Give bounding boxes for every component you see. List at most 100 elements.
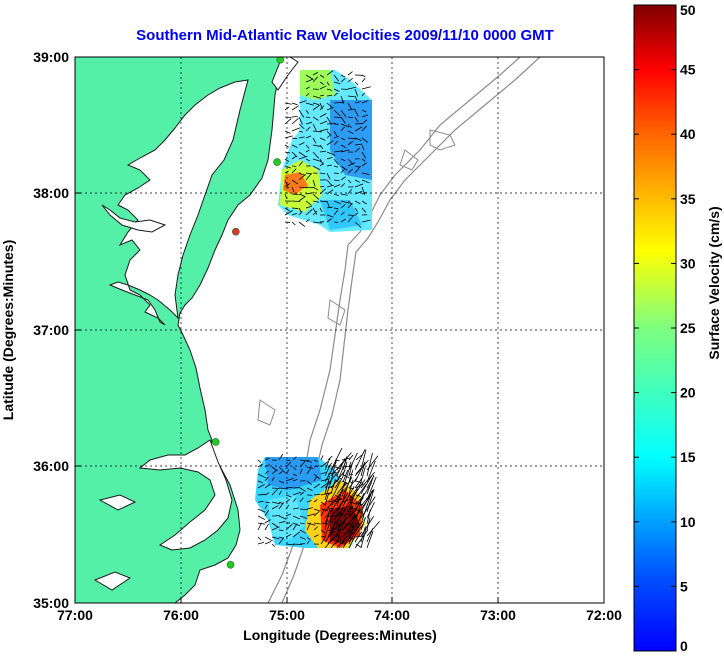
velocity-vector <box>354 462 366 483</box>
velocity-vector <box>361 151 367 159</box>
velocity-vector <box>264 519 271 524</box>
velocity-vector <box>292 543 302 546</box>
velocity-vector <box>320 529 326 534</box>
velocity-vector <box>284 170 289 174</box>
velocity-vector <box>313 534 319 538</box>
velocity-vector <box>319 81 325 86</box>
velocity-vector <box>324 480 332 501</box>
velocity-vector <box>354 109 359 117</box>
bathymetry-contour <box>257 399 276 426</box>
velocity-vector <box>355 483 364 489</box>
velocity-vector <box>271 543 276 548</box>
velocity-vector <box>271 536 280 540</box>
velocity-vector <box>347 77 353 83</box>
velocity-vector <box>319 172 326 175</box>
velocity-vector <box>340 183 346 188</box>
velocity-vector <box>354 523 364 537</box>
velocity-vector <box>291 212 298 216</box>
bathymetry-contour <box>399 149 419 171</box>
velocity-vector <box>278 520 286 524</box>
velocity-vector <box>354 165 361 168</box>
velocity-vector <box>347 116 354 119</box>
velocity-vector <box>333 207 339 210</box>
velocity-vector <box>284 210 293 216</box>
velocity-vector <box>348 501 358 505</box>
velocity-vector <box>299 522 305 525</box>
velocity-vector <box>326 189 334 195</box>
velocity-vector <box>313 526 319 531</box>
colorbar-gradient <box>633 4 677 652</box>
velocity-vector <box>330 488 345 507</box>
velocity-vector <box>366 452 373 477</box>
velocity-vector <box>257 515 266 520</box>
velocity-vector <box>319 185 325 188</box>
velocity-vector <box>340 165 348 171</box>
velocity-vector <box>361 119 368 125</box>
velocity-vector <box>298 109 305 118</box>
velocity-vector <box>284 158 290 162</box>
velocity-vector <box>334 538 342 545</box>
velocity-vector <box>271 476 275 482</box>
velocity-vector <box>312 207 318 215</box>
velocity-vector <box>360 503 368 525</box>
velocity-vector <box>319 150 327 153</box>
tick-marks <box>74 56 605 604</box>
velocity-vectors <box>257 70 380 549</box>
velocity-vector <box>298 193 306 197</box>
velocity-vector <box>298 173 307 181</box>
velocity-vector <box>355 467 362 475</box>
velocity-vector <box>333 81 341 85</box>
velocity-vector <box>333 88 340 92</box>
velocity-vector <box>298 123 305 130</box>
velocity-vector <box>313 511 320 517</box>
velocity-vector <box>305 172 313 175</box>
velocity-vector <box>298 186 308 189</box>
velocity-vector <box>319 144 324 150</box>
velocity-vector <box>324 457 331 471</box>
velocity-vector <box>305 186 314 189</box>
velocity-vector <box>366 488 375 513</box>
y-axis-label: Latitude (Degrees:Minutes) <box>0 240 16 420</box>
velocity-vector <box>361 114 369 118</box>
velocity-vector <box>360 526 366 543</box>
velocity-vector <box>360 466 366 483</box>
velocity-vector <box>284 179 289 189</box>
velocity-vector <box>284 165 292 169</box>
velocity-vector <box>305 74 314 80</box>
velocity-vector <box>347 130 354 135</box>
velocity-vector <box>342 461 348 477</box>
velocity-vector <box>330 498 340 513</box>
velocity-vector <box>313 483 321 489</box>
velocity-vector <box>257 483 265 489</box>
velocity-vector <box>340 193 348 196</box>
velocity-vector <box>306 540 310 545</box>
velocity-vector <box>284 207 290 212</box>
velocity-vector <box>341 523 349 531</box>
velocity-vector <box>292 466 297 471</box>
velocity-vector <box>340 78 346 83</box>
velocity-vector <box>291 186 295 193</box>
inland-water <box>98 494 137 511</box>
velocity-vector <box>326 140 334 146</box>
velocity-vector <box>347 95 355 98</box>
x-axis-label: Longitude (Degrees:Minutes) <box>243 627 437 643</box>
velocity-vector <box>292 507 300 510</box>
velocity-vector <box>366 475 375 495</box>
velocity-vector <box>348 497 354 513</box>
velocity-vector <box>264 536 273 542</box>
x-tick-label: 74:00 <box>374 607 410 623</box>
colorbar-tick-label: 35 <box>680 191 696 207</box>
velocity-vector <box>319 85 327 90</box>
velocity-vector <box>326 164 332 167</box>
velocity-vector <box>366 531 374 549</box>
velocity-vector <box>319 128 329 132</box>
velocity-vector <box>348 520 363 543</box>
velocity-vector <box>336 452 352 471</box>
x-tick-label: 76:00 <box>163 607 199 623</box>
velocity-vector <box>312 158 322 163</box>
velocity-vector <box>285 499 291 503</box>
velocity-vector <box>319 162 324 167</box>
velocity-vector <box>278 529 284 532</box>
velocity-vector <box>306 500 312 503</box>
velocity-vector <box>336 492 349 513</box>
